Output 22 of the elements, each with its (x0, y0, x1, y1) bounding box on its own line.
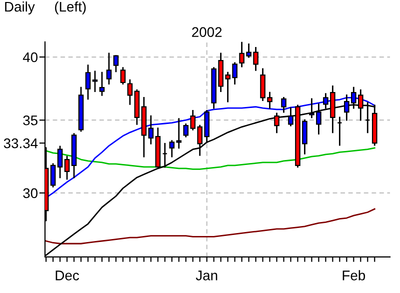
candlestick (99, 72, 105, 96)
candlestick (113, 55, 119, 72)
candlestick (274, 112, 280, 134)
candlestick (127, 79, 133, 105)
candlestick (57, 146, 63, 178)
x-tick-label: Dec (56, 270, 80, 280)
candlestick (120, 67, 126, 84)
candlestick (50, 163, 56, 188)
x-tick-label: Feb (342, 270, 366, 280)
line-series (45, 147, 376, 170)
ref-line-label: 2002 (192, 27, 222, 38)
y-tick-label: 33.34 (4, 138, 38, 148)
x-tick-label: Jan (196, 270, 218, 280)
candlestick (64, 156, 70, 180)
chart-title: Daily (Left) (5, 1, 86, 14)
candlestick (92, 70, 98, 92)
line-series (45, 208, 376, 244)
y-tick-label: 40 (22, 52, 38, 62)
candlestick (85, 64, 91, 100)
y-tick-label: 35 (23, 115, 38, 126)
candlestick (106, 52, 112, 84)
y-tick-label: 30 (23, 188, 38, 198)
